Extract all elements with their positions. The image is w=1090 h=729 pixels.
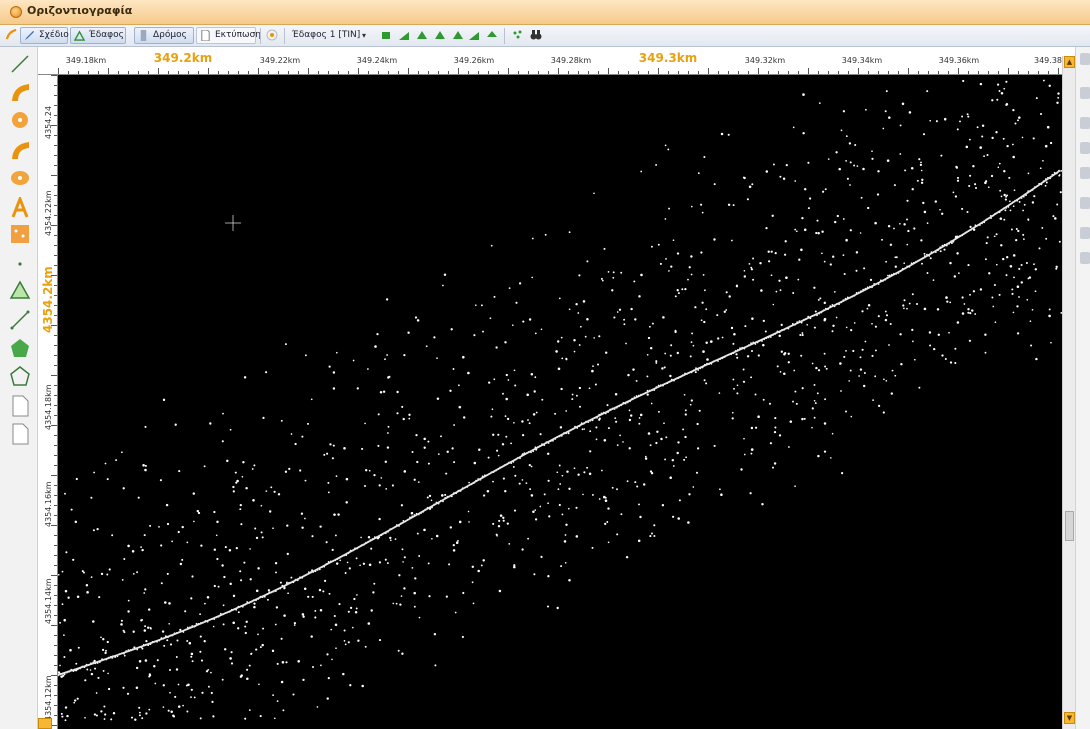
ruler-x-label: 349.32km — [744, 56, 786, 65]
polygon-outline-icon[interactable] — [9, 365, 31, 387]
ruler-x-label: 349.3km — [638, 51, 698, 65]
hatch-icon[interactable] — [9, 223, 31, 245]
panel-tab-icon[interactable] — [1080, 227, 1090, 239]
layer-select[interactable]: Έδαφος 1 [TIN] — [292, 30, 361, 40]
point-cloud-plot[interactable] — [58, 75, 1062, 729]
peak-icon[interactable] — [486, 29, 498, 41]
panel-tab-icon[interactable] — [1080, 53, 1090, 65]
scroll-thumb[interactable] — [1065, 511, 1074, 541]
right-panel-strip — [1075, 47, 1090, 729]
panel-tab-icon[interactable] — [1080, 117, 1090, 129]
vertical-ruler: 4354.24 4354.22km 4354.2km 4354.18km 4354.16… — [38, 75, 58, 729]
tab-print[interactable]: Εκτύπωση — [196, 27, 261, 44]
tab-terrain[interactable]: Έδαφος — [70, 27, 126, 44]
text-icon[interactable] — [9, 197, 31, 219]
scroll-left-arrow-icon[interactable] — [38, 718, 52, 729]
draw-tool-icon[interactable] — [4, 27, 22, 44]
left-toolbox — [0, 47, 38, 729]
ruler-x-label: 349.36km — [938, 56, 980, 65]
settings-icon[interactable] — [266, 29, 278, 41]
page-icon[interactable] — [9, 395, 31, 417]
ruler-y-label: 4354.18km — [44, 384, 53, 430]
app-icon — [10, 6, 22, 18]
panel-tab-icon[interactable] — [1080, 87, 1090, 99]
panel-tab-icon[interactable] — [1080, 252, 1090, 264]
horizontal-ruler: 349.18km 349.2km 349.22km 349.24km 349.26km 3… — [38, 47, 1062, 75]
circle-icon[interactable] — [9, 109, 31, 131]
ruler-x-label: 349.18km — [65, 56, 107, 65]
chevron-down-icon[interactable]: ▾ — [362, 31, 367, 40]
window-title: Οριζοντιογραφία — [27, 4, 133, 17]
crosshair-cursor-icon — [225, 215, 241, 231]
slope-icon[interactable] — [398, 29, 410, 41]
page-icon — [201, 30, 210, 41]
tab-terrain-label: Έδαφος — [89, 30, 124, 40]
toolbar: Σχέδιο Έδαφος Δρόμος Εκτύπωση Έδαφος 1 [… — [0, 25, 1090, 47]
panel-tab-icon[interactable] — [1080, 142, 1090, 154]
ruler-x-label: 349.38 — [1034, 56, 1062, 65]
road-alignment-line[interactable] — [58, 169, 1061, 676]
ruler-x-label: 349.28km — [550, 56, 592, 65]
ruler-x-label: 349.24km — [356, 56, 398, 65]
ruler-y-label: 4354.2km — [41, 266, 55, 333]
page2-icon[interactable] — [9, 423, 31, 445]
ruler-x-label: 349.34km — [841, 56, 883, 65]
polyline-icon[interactable] — [9, 309, 31, 331]
tab-drawing-label: Σχέδιο — [39, 30, 69, 40]
line-icon[interactable] — [9, 53, 31, 75]
ruler-y-label: 4354.24 — [44, 105, 53, 139]
tin-icon[interactable] — [9, 279, 31, 301]
drawing-canvas[interactable]: 349.18km 349.2km 349.22km 349.24km 349.26km 3… — [38, 47, 1062, 729]
road-icon — [140, 30, 147, 41]
tab-road-label: Δρόμος — [153, 30, 187, 40]
triangle2-icon[interactable] — [434, 29, 446, 41]
arc-icon[interactable] — [9, 81, 31, 103]
ruler-y-label: 4354.16km — [44, 481, 53, 527]
binoculars-icon[interactable] — [530, 29, 542, 41]
terrain-icon — [74, 30, 85, 41]
panel-tab-icon[interactable] — [1080, 167, 1090, 179]
ruler-y-label: 4354.22km — [44, 190, 53, 236]
pencil-icon — [24, 30, 35, 41]
title-bar: Οριζοντιογραφία — [0, 0, 1090, 25]
ruler-y-label: 4354.12km — [44, 675, 53, 721]
tab-road[interactable]: Δρόμος — [134, 27, 194, 44]
layer-green-icon[interactable] — [380, 29, 392, 41]
triangle-icon[interactable] — [416, 29, 428, 41]
ruler-x-label: 349.22km — [259, 56, 301, 65]
points-icon[interactable] — [512, 29, 524, 41]
point-icon[interactable] — [9, 253, 31, 275]
polygon-icon[interactable] — [9, 337, 31, 359]
tab-print-label: Εκτύπωση — [215, 30, 261, 40]
ruler-x-label: 349.26km — [453, 56, 495, 65]
arc2-icon[interactable] — [9, 139, 31, 161]
tab-drawing[interactable]: Σχέδιο — [20, 27, 69, 44]
ellipse-icon[interactable] — [9, 167, 31, 189]
vertical-scrollbar[interactable]: ▲ ▼ — [1062, 56, 1075, 729]
scroll-up-arrow-icon[interactable]: ▲ — [1064, 56, 1075, 68]
slope2-icon[interactable] — [468, 29, 480, 41]
scroll-down-arrow-icon[interactable]: ▼ — [1064, 712, 1075, 724]
panel-tab-icon[interactable] — [1080, 197, 1090, 209]
ruler-y-label: 4354.14km — [44, 578, 53, 624]
ruler-x-label: 349.2km — [153, 51, 213, 65]
triangle3-icon[interactable] — [452, 29, 464, 41]
